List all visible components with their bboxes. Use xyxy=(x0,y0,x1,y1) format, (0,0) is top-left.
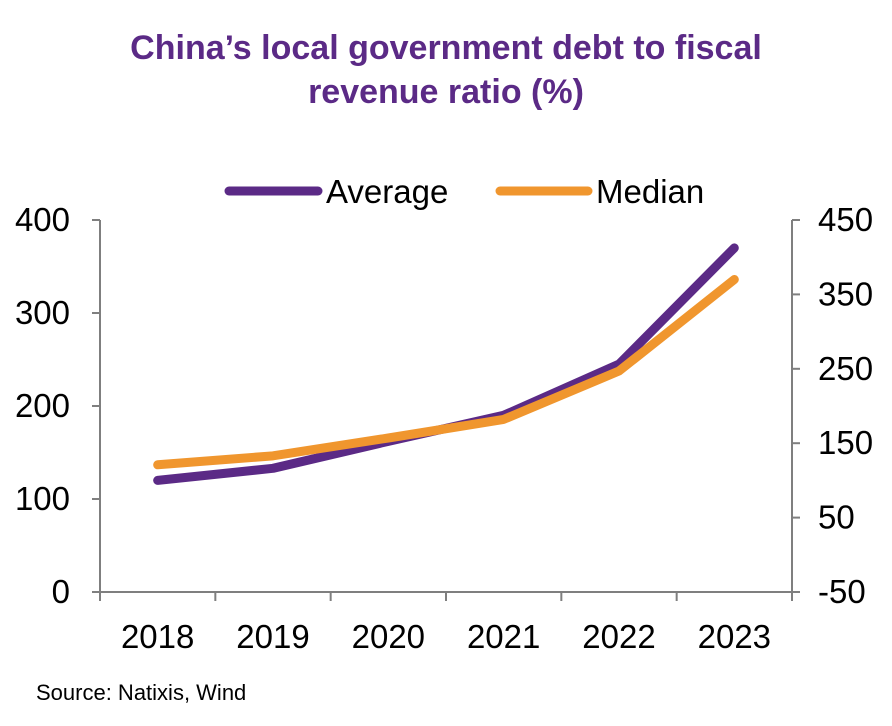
x-tick-label: 2020 xyxy=(352,618,425,655)
chart-title-line-1: China’s local government debt to fiscal xyxy=(130,29,762,67)
left-y-tick-label: 300 xyxy=(15,294,70,331)
x-tick-label: 2019 xyxy=(236,618,309,655)
source-note: Source: Natixis, Wind xyxy=(36,680,247,705)
x-tick-label: 2023 xyxy=(698,618,771,655)
right-y-tick-label: 250 xyxy=(818,350,873,387)
left-y-tick-label: 100 xyxy=(15,480,70,517)
chart-title-line-2: revenue ratio (%) xyxy=(308,73,584,111)
right-y-tick-label: 50 xyxy=(818,499,855,536)
right-y-tick-label: -50 xyxy=(818,573,866,610)
left-y-tick-label: 0 xyxy=(52,573,70,610)
series-line-median xyxy=(153,275,739,470)
x-tick-label: 2022 xyxy=(582,618,655,655)
left-y-tick-label: 200 xyxy=(15,387,70,424)
series-line-average xyxy=(153,243,739,485)
right-y-tick-label: 350 xyxy=(818,275,873,312)
legend-label-average: Average xyxy=(326,173,448,210)
right-y-tick-label: 150 xyxy=(818,424,873,461)
left-y-tick-label: 400 xyxy=(15,201,70,238)
chart-title: China’s local government debt to fiscal … xyxy=(0,26,892,114)
right-y-tick-label: 450 xyxy=(818,201,873,238)
x-tick-label: 2018 xyxy=(121,618,194,655)
x-tick-label: 2021 xyxy=(467,618,540,655)
legend-label-median: Median xyxy=(596,173,704,210)
